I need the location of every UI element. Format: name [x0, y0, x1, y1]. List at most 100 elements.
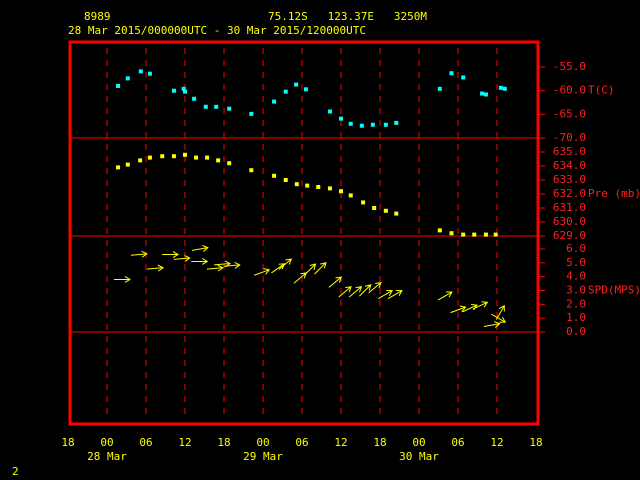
arrow-shape [271, 263, 286, 274]
data-point [249, 168, 254, 173]
y-tick-label: 635.0 [553, 145, 586, 158]
data-point [116, 165, 121, 170]
wind-arrow [368, 281, 382, 294]
y-tick-label: 632.0 [553, 187, 586, 200]
data-point [327, 109, 332, 114]
data-point [216, 158, 221, 163]
y-tick-label: 6.0 [566, 242, 586, 255]
arrow-shape [437, 291, 453, 301]
series-label: Pre (mb) [588, 187, 640, 200]
arrow-shape [293, 272, 307, 284]
arrow-shape [254, 268, 271, 276]
arrow-shape [173, 254, 191, 262]
data-point [437, 228, 442, 233]
data-point [138, 158, 143, 163]
data-point [339, 116, 343, 121]
data-point [183, 89, 187, 94]
arrow-shape [113, 276, 131, 283]
station-location: 75.12S 123.37E 3250M [268, 10, 427, 23]
data-point [203, 104, 208, 109]
x-tick-label: 00 [100, 436, 113, 449]
date-label: 29 Mar [243, 450, 283, 463]
wind-arrow [450, 305, 467, 314]
y-tick-label: 629.0 [553, 229, 586, 242]
data-point [116, 83, 121, 88]
data-point [394, 120, 399, 125]
x-tick-label: 06 [451, 436, 464, 449]
wind-arrow [130, 250, 148, 258]
wind-arrow [387, 290, 403, 300]
wind-arrow [113, 276, 131, 283]
data-point [449, 71, 454, 76]
x-tick-label: 12 [334, 436, 347, 449]
data-point [480, 91, 485, 96]
x-tick-label: 18 [61, 436, 74, 449]
data-point [147, 71, 152, 76]
y-tick-label: -55.0 [553, 60, 586, 73]
y-tick-label: -60.0 [553, 84, 586, 97]
station-id: 8989 [84, 10, 111, 23]
wind-arrow [278, 258, 292, 270]
data-point [461, 75, 466, 80]
wind-arrow [314, 262, 327, 275]
data-point [249, 111, 254, 116]
arrow-shape [191, 245, 209, 252]
x-tick-label: 06 [139, 436, 152, 449]
plot-frame [68, 40, 540, 426]
data-point [294, 182, 299, 187]
series-label: SPD(MPS) [588, 284, 640, 297]
data-point [147, 155, 152, 160]
date-label: 28 Mar [87, 450, 127, 463]
data-point [125, 76, 130, 81]
wind-arrow [293, 272, 307, 284]
period: 28 Mar 2015/000000UTC - 30 Mar 2015/1200… [68, 24, 366, 37]
data-point [461, 232, 466, 237]
data-point [305, 183, 310, 188]
data-point [449, 231, 454, 236]
x-tick-label: 00 [256, 436, 269, 449]
x-tick-label: 00 [412, 436, 425, 449]
y-tick-label: 631.0 [553, 201, 586, 214]
arrow-shape [328, 276, 343, 288]
data-point [227, 161, 232, 166]
wind-arrow [491, 313, 507, 323]
arrow-shape [491, 313, 507, 323]
y-tick-label: 633.0 [553, 173, 586, 186]
wind-arrow [206, 264, 224, 272]
data-point [316, 185, 321, 189]
arrow-shape [450, 305, 467, 314]
arrow-shape [278, 258, 292, 270]
wind-arrow [348, 286, 363, 298]
data-point [138, 69, 143, 74]
wind-arrow [462, 304, 478, 313]
data-point [160, 154, 165, 159]
arrow-shape [348, 286, 363, 298]
data-point [171, 154, 176, 159]
arrow-shape [162, 251, 180, 258]
x-tick-label: 18 [373, 436, 386, 449]
data-point [205, 155, 210, 160]
wind-arrow [254, 268, 271, 276]
y-tick-label: 5.0 [566, 256, 586, 269]
arrow-shape [495, 304, 505, 320]
arrow-shape [368, 281, 382, 294]
data-point [498, 85, 503, 90]
wind-arrow [328, 276, 343, 288]
data-point [437, 86, 442, 91]
arrow-shape [191, 258, 209, 265]
arrow-shape [338, 286, 352, 298]
arrow-shape [359, 284, 372, 297]
data-point [394, 211, 399, 216]
arrow-shape [147, 264, 165, 272]
data-point [483, 232, 488, 237]
wind-arrow [495, 304, 505, 320]
arrow-shape [387, 290, 403, 300]
data-point [327, 186, 332, 191]
y-tick-label: 3.0 [566, 284, 586, 297]
wind-arrow [162, 251, 180, 258]
wind-arrow [359, 284, 372, 297]
wind-arrow [173, 254, 191, 262]
data-point [125, 162, 130, 167]
arrow-shape [483, 321, 501, 328]
